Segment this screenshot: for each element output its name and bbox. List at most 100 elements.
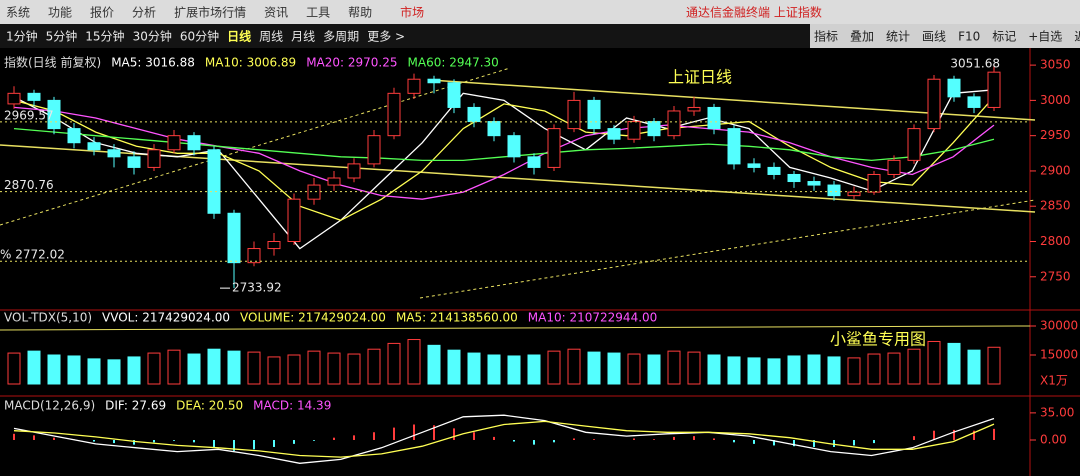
candle-body <box>907 128 921 161</box>
window-title: 通达信金融终端 上证指数 <box>686 5 822 20</box>
candle-body <box>207 149 221 214</box>
volume-bar <box>627 353 641 385</box>
candle-body <box>867 173 881 193</box>
y-tick-label: 2850 <box>1040 199 1071 213</box>
volume-bar <box>667 350 681 385</box>
menu-item[interactable]: 报价 <box>90 5 114 20</box>
candle-body <box>387 92 401 137</box>
volume-bar <box>47 354 61 385</box>
y-tick-label: 3000 <box>1040 93 1071 107</box>
volume-bar <box>967 349 981 385</box>
period-tab[interactable]: 5分钟 <box>46 29 78 44</box>
volume-bar <box>207 348 221 385</box>
menu-item[interactable]: 帮助 <box>348 6 372 20</box>
period-tab[interactable]: 多周期 <box>323 30 359 44</box>
y-tick-label: 2950 <box>1040 128 1071 142</box>
menu-bar <box>0 0 1080 24</box>
menu-item[interactable]: 资讯 <box>264 6 288 20</box>
period-tab[interactable]: 日线 <box>227 29 251 44</box>
candle-body <box>727 128 741 165</box>
volume-bar <box>487 354 501 385</box>
period-tab[interactable]: 30分钟 <box>133 29 172 44</box>
menu-item[interactable]: 分析 <box>132 6 156 20</box>
candle-body <box>367 135 381 165</box>
volume-bar <box>647 354 661 385</box>
menu-item[interactable]: 扩展市场行情 <box>174 5 246 20</box>
tool-button[interactable]: 标记 <box>992 30 1016 44</box>
volume-bar <box>987 346 1001 385</box>
candle-body <box>507 135 521 158</box>
candle-body <box>687 106 701 112</box>
candle-body <box>967 96 981 108</box>
volume-bar <box>267 356 281 385</box>
trend-line <box>419 199 1036 299</box>
candle-body <box>287 198 301 243</box>
candle-body <box>627 121 641 140</box>
tool-button[interactable]: 统计 <box>886 30 910 44</box>
menu-item[interactable]: 系统 <box>6 6 30 20</box>
indicator-value: VOLUME: 217429024.00 <box>240 311 386 325</box>
volume-bar <box>507 355 521 385</box>
volume-line <box>0 325 1031 331</box>
period-tab[interactable]: 1分钟 <box>6 29 38 44</box>
volume-bar <box>827 356 841 385</box>
price-annotation: 2733.92 <box>232 281 282 295</box>
period-tab[interactable]: 周线 <box>259 30 283 44</box>
volume-bar <box>167 349 181 385</box>
indicator-value: MA10: 210722944.00 <box>528 311 658 325</box>
period-tab[interactable]: 60分钟 <box>180 29 219 44</box>
volume-bar <box>847 357 861 385</box>
volume-bar <box>687 351 701 385</box>
period-tab[interactable]: 更多 > <box>367 30 405 44</box>
candle-body <box>167 135 181 151</box>
indicator-title: 指数(日线 前复权) <box>4 55 101 70</box>
candle-body <box>587 99 601 130</box>
period-tab[interactable]: 15分钟 <box>85 29 124 44</box>
period-tab[interactable]: 月线 <box>291 30 315 44</box>
volume-bar <box>867 353 881 385</box>
candle-body <box>647 121 661 137</box>
tool-button[interactable]: 返回 <box>1074 30 1080 44</box>
candle-body <box>247 248 261 264</box>
menu-item[interactable]: 工具 <box>306 6 330 20</box>
volume-unit: X1万 <box>1040 374 1068 388</box>
price-annotation: 3051.68 <box>950 56 1000 70</box>
indicator-value: MA5: 3016.88 <box>111 56 195 70</box>
volume-bar <box>327 352 341 385</box>
indicator-value: VVOL: 217429024.00 <box>102 311 230 325</box>
candle-body <box>787 173 801 183</box>
tool-button[interactable]: F10 <box>958 30 980 44</box>
volume-bar <box>947 342 961 385</box>
tool-button[interactable]: +自选 <box>1028 30 1062 44</box>
y-tick-label: 2750 <box>1040 269 1071 283</box>
candle-body <box>527 156 541 168</box>
tool-button[interactable]: 画线 <box>922 30 946 44</box>
y-tick-label: 30000 <box>1040 319 1078 333</box>
y-tick-label: 2900 <box>1040 163 1071 177</box>
tool-button[interactable]: 叠加 <box>850 30 874 44</box>
tool-button[interactable]: 指标 <box>814 29 838 44</box>
menu-market[interactable]: 市场 <box>400 5 424 20</box>
volume-bar <box>127 356 141 385</box>
menu-item[interactable]: 功能 <box>48 6 72 20</box>
y-tick-label: 15000 <box>1040 348 1078 362</box>
candle-body <box>347 163 361 179</box>
candle-body <box>807 181 821 186</box>
candle-body <box>67 128 81 144</box>
candle-body <box>87 142 101 151</box>
candle-body <box>987 71 1001 108</box>
y-tick-label: 0.00 <box>1040 433 1067 447</box>
volume-bar <box>707 354 721 385</box>
indicator-value: MACD: 14.39 <box>253 399 331 413</box>
indicator-line <box>13 420 995 458</box>
volume-bar <box>287 354 301 385</box>
candle-body <box>467 106 481 123</box>
chart-note: 上证日线 <box>668 68 732 87</box>
candle-body <box>407 78 421 94</box>
candle-body <box>187 135 201 151</box>
volume-bar <box>607 352 621 385</box>
chart-area <box>0 48 1080 476</box>
volume-bar <box>147 352 161 385</box>
volume-bar <box>347 353 361 385</box>
